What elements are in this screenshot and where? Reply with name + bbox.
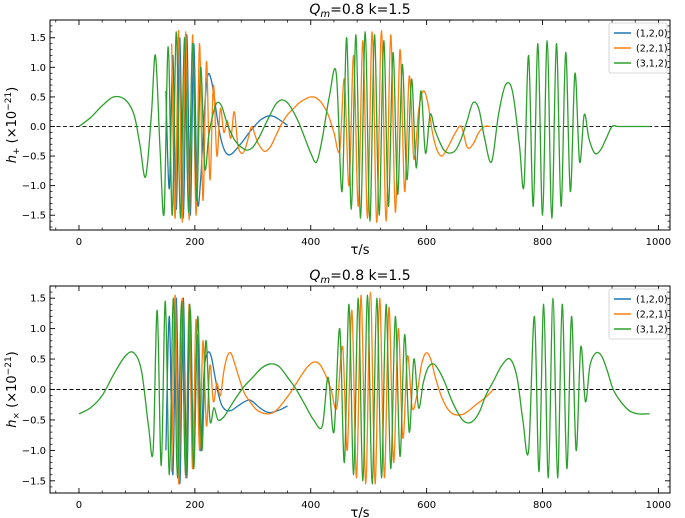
y-label-symbol: h (5, 420, 20, 428)
title-rest: =0.8 k=1.5 (330, 268, 411, 284)
legend: (1,2,0) (2,2,1) (3,1,2) (608, 288, 668, 340)
y-axis-label: h× (×10−21) (4, 351, 22, 428)
y-label-text: (×10 (5, 111, 20, 148)
series-line-312 (78, 31, 650, 222)
x-axis-label: τ/s (351, 506, 370, 518)
x-tick-label: 1000 (646, 237, 671, 248)
y-label-exponent: −21 (4, 92, 14, 111)
x-tick-label: 400 (301, 237, 320, 248)
bottom-chart-panel: 0 200 400 600 800 1000 −1.5 −1.0 −0.5 0.0 0.5 1.0 1.… (4, 268, 671, 518)
chart-title: Qm=0.8 k=1.5 (309, 2, 410, 20)
legend-label: (2,2,1) (636, 43, 668, 54)
y-tick-label: 0.0 (30, 122, 46, 133)
y-label-close: ) (5, 351, 20, 356)
title-subscript: m (320, 275, 330, 286)
y-tick-label: 0.0 (30, 385, 46, 396)
series-line-120 (165, 297, 288, 485)
y-tick-label: 0.5 (30, 355, 46, 366)
x-tick-label: 0 (76, 500, 82, 511)
y-tick-label: −1.5 (22, 476, 46, 487)
x-tick-label: 200 (185, 500, 204, 511)
y-label-close: ) (5, 87, 20, 92)
top-chart-panel: 0 200 400 600 800 1000 −1.5 −1.0 −0.5 0.0 0.5 1.0 1.… (4, 2, 671, 258)
legend-label: (3,1,2) (636, 58, 668, 69)
y-tick-label: 1.5 (30, 33, 46, 44)
legend-label: (1,2,0) (636, 28, 668, 39)
y-axis-label: h+ (×10−21) (4, 87, 22, 164)
title-symbol: Q (309, 2, 320, 18)
legend-box (608, 288, 668, 340)
x-axis-label: τ/s (351, 243, 370, 258)
series-line-221 (171, 291, 494, 485)
series-group (78, 291, 650, 485)
x-tick-label: 0 (76, 237, 82, 248)
legend-box (608, 22, 668, 74)
y-tick-label: 0.5 (30, 92, 46, 103)
series-line-221 (171, 29, 491, 223)
series-group (78, 29, 650, 223)
chart-title: Qm=0.8 k=1.5 (309, 268, 410, 286)
series-line-312 (78, 294, 650, 485)
y-tick-label: −1.5 (22, 211, 46, 222)
x-tick-label: 600 (417, 500, 436, 511)
y-label-subscript: + (12, 147, 22, 155)
legend-label: (1,2,0) (636, 294, 668, 305)
y-tick-label: 1.0 (30, 324, 46, 335)
legend-label: (2,2,1) (636, 309, 668, 320)
title-rest: =0.8 k=1.5 (330, 2, 411, 18)
y-tick-label: −0.5 (22, 415, 46, 426)
x-tick-label: 800 (533, 500, 552, 511)
legend-label: (3,1,2) (636, 324, 668, 335)
x-tick-label: 600 (417, 237, 436, 248)
title-symbol: Q (309, 268, 320, 284)
y-tick-label: −1.0 (22, 446, 46, 457)
y-label-subscript: × (12, 412, 22, 420)
legend: (1,2,0) (2,2,1) (3,1,2) (608, 22, 668, 74)
plot-frame (49, 19, 671, 231)
y-tick-label: −1.0 (22, 181, 46, 192)
y-label-text: (×10 (5, 375, 20, 412)
x-tick-label: 200 (185, 237, 204, 248)
y-tick-label: 1.0 (30, 63, 46, 74)
y-tick-label: −0.5 (22, 152, 46, 163)
series-line-120 (165, 34, 288, 219)
x-tick-label: 400 (301, 500, 320, 511)
y-tick-label: 1.5 (30, 294, 46, 305)
y-label-symbol: h (5, 155, 20, 163)
y-label-exponent: −21 (4, 356, 14, 375)
x-tick-label: 1000 (646, 500, 671, 511)
x-tick-label: 800 (533, 237, 552, 248)
title-subscript: m (320, 9, 330, 20)
